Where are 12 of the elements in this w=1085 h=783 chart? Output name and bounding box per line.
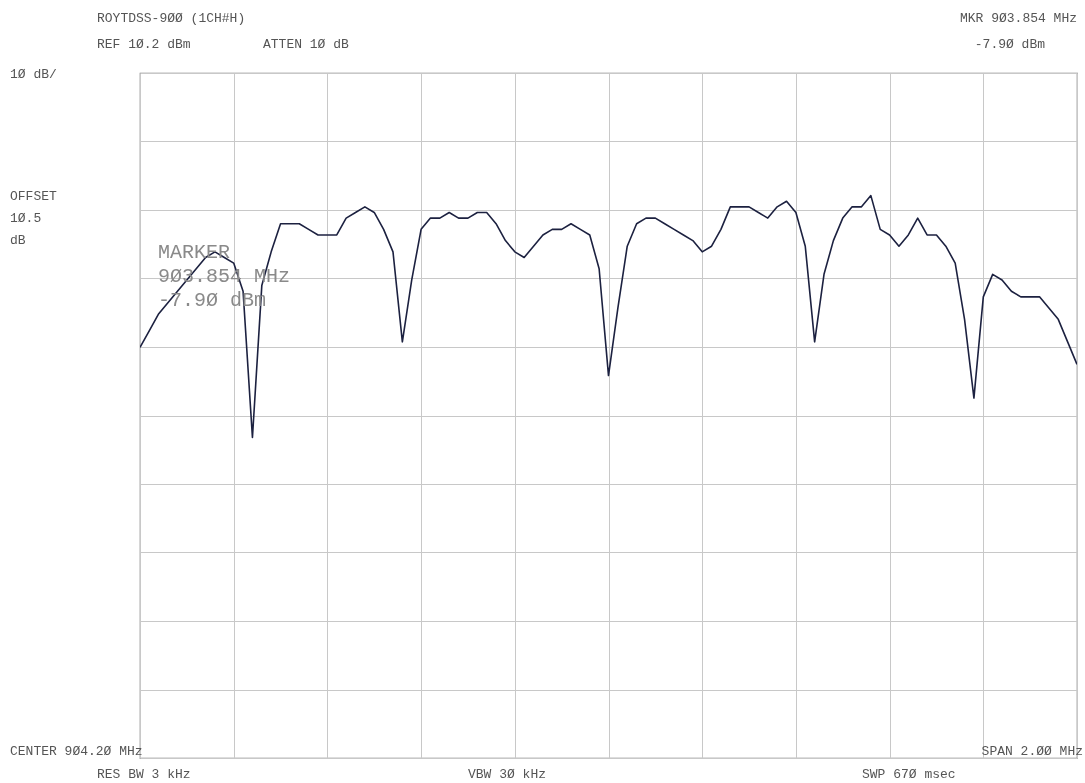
text: VBW 3Ø kHz — [468, 767, 547, 782]
annotation: CENTER 9Ø4.2Ø MHz — [10, 744, 143, 759]
text: SWP 67Ø msec — [862, 767, 956, 782]
annotation: SPAN 2.ØØ MHz — [981, 744, 1083, 759]
text: MKR 9Ø3.854 MHz — [959, 11, 1077, 26]
text: RES BW 3 kHz — [97, 767, 191, 782]
text: -7.9Ø dBm — [974, 37, 1046, 52]
text: ATTEN 1Ø dB — [263, 37, 350, 52]
text: 1Ø dB/ — [10, 67, 58, 82]
text: REF 1Ø.2 dBm — [97, 37, 191, 52]
chart-title: ROYTDSS-9ØØ (1CH#H) — [97, 11, 246, 26]
text: OFFSET 1Ø.5 dB — [10, 189, 58, 248]
